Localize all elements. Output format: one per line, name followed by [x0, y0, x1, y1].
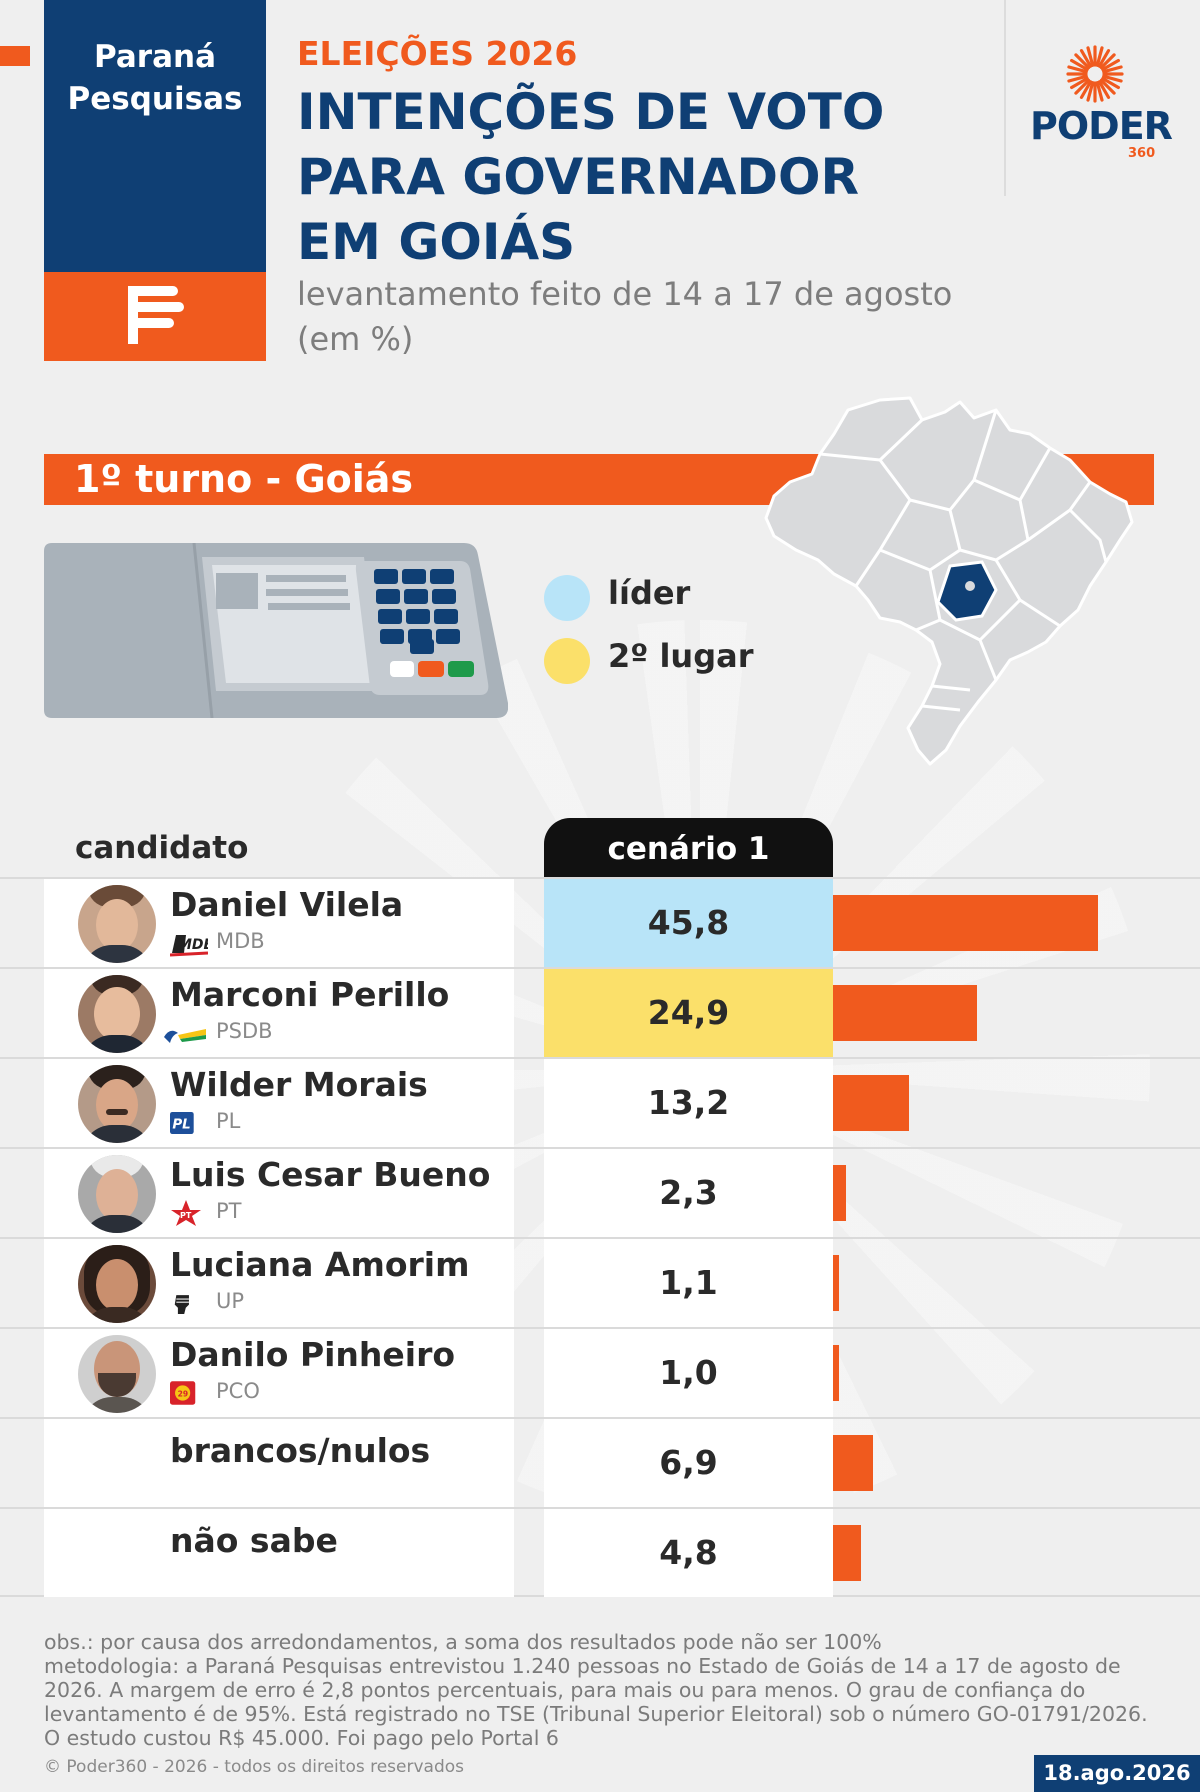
svg-text:PL: PL — [172, 1118, 190, 1133]
table-row: Marconi Perillo PSDB 24,9 — [0, 967, 1200, 1057]
header-divider — [1004, 0, 1006, 196]
candidate-cell: Danilo Pinheiro 29 PCO — [44, 1329, 514, 1417]
candidate-cell: Marconi Perillo PSDB — [44, 969, 514, 1057]
subtitle-line-1: levantamento feito de 14 a 17 de agosto — [297, 275, 953, 313]
bar — [833, 1435, 873, 1491]
candidate-name: Marconi Perillo — [170, 975, 450, 1014]
pollster-logo-blue — [44, 0, 266, 272]
candidate-cell: não sabe — [44, 1509, 514, 1597]
pollster-logo-mark — [44, 272, 266, 361]
footnote-obs: obs.: por causa dos arredondamentos, a s… — [44, 1630, 882, 1654]
table-row: Luciana Amorim UP 1,1 — [0, 1237, 1200, 1327]
table-row: Danilo Pinheiro 29 PCO 1,0 — [0, 1327, 1200, 1417]
page-title: INTENÇÕES DE VOTO PARA GOVERNADOR EM GOI… — [297, 83, 885, 271]
subtitle-line-2: (em %) — [297, 320, 414, 358]
value-cell: 1,1 — [544, 1239, 833, 1327]
table-row: Luis Cesar Bueno PT PT 2,3 — [0, 1147, 1200, 1237]
party-label: PL — [216, 1109, 241, 1133]
value-cell: 45,8 — [544, 879, 833, 967]
copyright: © Poder360 - 2026 - todos os direitos re… — [44, 1757, 465, 1777]
kicker: ELEIÇÕES 2026 — [297, 34, 578, 73]
publication-date: 18.ago.2026 — [1034, 1755, 1200, 1792]
legend-second-label: 2º lugar — [608, 637, 754, 675]
table-row: Daniel Vilela MDB MDB 45,8 — [0, 877, 1200, 967]
avatar — [78, 1155, 156, 1233]
voting-machine-icon — [44, 543, 508, 718]
avatar — [78, 1245, 156, 1323]
candidate-cell: brancos/nulos — [44, 1419, 514, 1507]
legend-second-swatch — [544, 638, 590, 684]
value-cell: 2,3 — [544, 1149, 833, 1237]
candidate-name: não sabe — [170, 1521, 338, 1560]
svg-text:PT: PT — [180, 1211, 192, 1220]
brazil-map-icon — [764, 396, 1134, 766]
column-header-scenario: cenário 1 — [544, 818, 833, 878]
svg-text:MDB: MDB — [178, 937, 208, 953]
value-cell: 1,0 — [544, 1329, 833, 1417]
bar — [833, 1165, 847, 1221]
pollster-name: Paraná Pesquisas — [67, 39, 243, 117]
pollster-logo-box: Paraná Pesquisas — [44, 0, 266, 361]
candidate-cell: Luciana Amorim UP — [44, 1239, 514, 1327]
candidate-name: brancos/nulos — [170, 1431, 431, 1470]
value-cell: 24,9 — [544, 969, 833, 1057]
candidate-name: Danilo Pinheiro — [170, 1335, 456, 1374]
svg-text:29: 29 — [178, 1389, 189, 1398]
subtitle: levantamento feito de 14 a 17 de agosto … — [297, 272, 952, 362]
raised-fist-icon — [174, 1295, 189, 1315]
bar — [833, 1345, 839, 1401]
bar — [833, 1255, 840, 1311]
candidate-cell: Wilder Morais PL PL — [44, 1059, 514, 1147]
psdb-logo-icon — [164, 1029, 206, 1043]
party-label: PSDB — [216, 1019, 273, 1043]
candidate-cell: Daniel Vilela MDB MDB — [44, 879, 514, 967]
bar — [833, 1075, 910, 1131]
table-row: não sabe 4,8 — [0, 1507, 1200, 1597]
pco-logo-icon: 29 — [170, 1381, 196, 1405]
avatar — [78, 1065, 156, 1143]
table-row: brancos/nulos 6,9 — [0, 1417, 1200, 1507]
pt-star-icon: PT — [171, 1200, 201, 1226]
value-cell: 6,9 — [544, 1419, 833, 1507]
legend-leader-swatch — [544, 575, 590, 621]
party-label: MDB — [216, 929, 265, 953]
value-cell: 4,8 — [544, 1509, 833, 1597]
avatar — [78, 885, 156, 963]
avatar — [78, 975, 156, 1053]
candidate-name: Daniel Vilela — [170, 885, 404, 924]
section-label: 1º turno - Goiás — [74, 457, 414, 501]
footnote: obs.: por causa dos arredondamentos, a s… — [44, 1630, 1164, 1750]
publisher-suffix: 360 — [1128, 146, 1156, 161]
table-row: Wilder Morais PL PL 13,2 — [0, 1057, 1200, 1147]
side-accent — [0, 46, 30, 66]
candidate-name: Wilder Morais — [170, 1065, 428, 1104]
column-header-candidate: candidato — [75, 830, 249, 866]
bar — [833, 895, 1098, 951]
mdb-logo-icon: MDB — [170, 935, 208, 957]
legend-leader-label: líder — [608, 574, 691, 612]
bar — [833, 985, 978, 1041]
candidate-cell: Luis Cesar Bueno PT PT — [44, 1149, 514, 1237]
party-label: UP — [216, 1289, 245, 1313]
candidate-name: Luis Cesar Bueno — [170, 1155, 491, 1194]
footnote-methodology: metodologia: a Paraná Pesquisas entrevis… — [44, 1654, 1148, 1750]
pl-logo-icon: PL — [170, 1111, 194, 1135]
publisher-name: PODER — [1030, 104, 1173, 148]
value-cell: 13,2 — [544, 1059, 833, 1147]
results-table: Daniel Vilela MDB MDB 45,8 Marconi Peril… — [0, 877, 1200, 1597]
party-label: PT — [216, 1199, 242, 1223]
candidate-name: Luciana Amorim — [170, 1245, 470, 1284]
party-label: PCO — [216, 1379, 260, 1403]
bar — [833, 1525, 861, 1581]
avatar — [78, 1335, 156, 1413]
sunburst-icon — [1066, 45, 1124, 103]
